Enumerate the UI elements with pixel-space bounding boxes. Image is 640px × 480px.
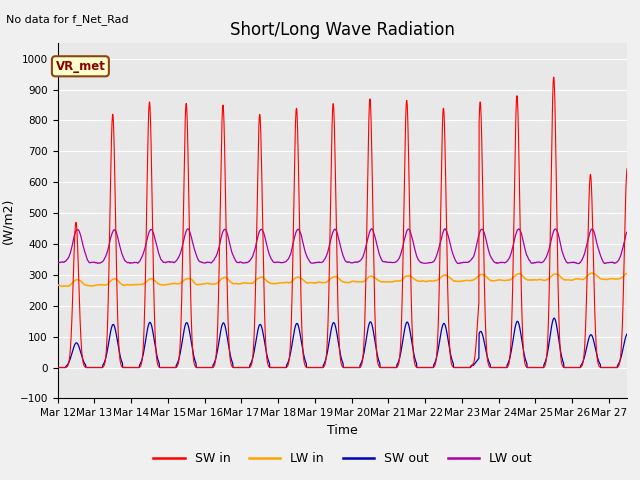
LW out	[623, 229, 631, 235]
SW in	[87, 365, 95, 371]
LW out	[411, 245, 419, 251]
LW in	[346, 279, 354, 285]
SW out	[54, 365, 61, 371]
LW in	[536, 276, 544, 282]
Legend: SW in, LW in, SW out, LW out: SW in, LW in, SW out, LW out	[148, 447, 536, 470]
LW in	[60, 284, 67, 289]
SW out	[428, 365, 435, 371]
SW out	[623, 331, 631, 336]
SW in	[410, 359, 418, 364]
LW in	[411, 276, 419, 282]
SW out	[550, 315, 558, 321]
LW out	[346, 259, 353, 265]
Text: No data for f_Net_Rad: No data for f_Net_Rad	[6, 14, 129, 25]
SW in	[536, 365, 543, 371]
LW out	[87, 260, 95, 265]
LW out	[368, 226, 376, 231]
SW out	[87, 365, 95, 371]
Title: Short/Long Wave Radiation: Short/Long Wave Radiation	[230, 21, 455, 39]
X-axis label: Time: Time	[327, 424, 358, 437]
LW in	[588, 270, 596, 276]
SW out	[346, 365, 353, 371]
SW in	[623, 166, 631, 171]
SW in	[604, 365, 611, 371]
Line: SW out: SW out	[58, 318, 627, 368]
Y-axis label: (W/m2): (W/m2)	[1, 198, 14, 244]
LW in	[54, 282, 61, 288]
LW in	[604, 276, 612, 282]
LW out	[575, 261, 582, 266]
SW out	[410, 353, 418, 359]
SW in	[550, 74, 557, 80]
SW out	[536, 365, 543, 371]
Text: VR_met: VR_met	[56, 60, 106, 73]
SW out	[604, 365, 611, 371]
LW out	[604, 260, 612, 265]
Line: LW out: LW out	[58, 228, 627, 264]
SW in	[428, 365, 435, 371]
LW in	[88, 283, 95, 289]
SW in	[54, 365, 61, 371]
LW in	[428, 278, 436, 284]
LW in	[623, 271, 631, 276]
LW out	[428, 260, 436, 265]
LW out	[54, 260, 61, 265]
SW in	[346, 365, 353, 371]
Line: SW in: SW in	[58, 77, 627, 368]
Line: LW in: LW in	[58, 273, 627, 287]
LW out	[536, 260, 544, 265]
